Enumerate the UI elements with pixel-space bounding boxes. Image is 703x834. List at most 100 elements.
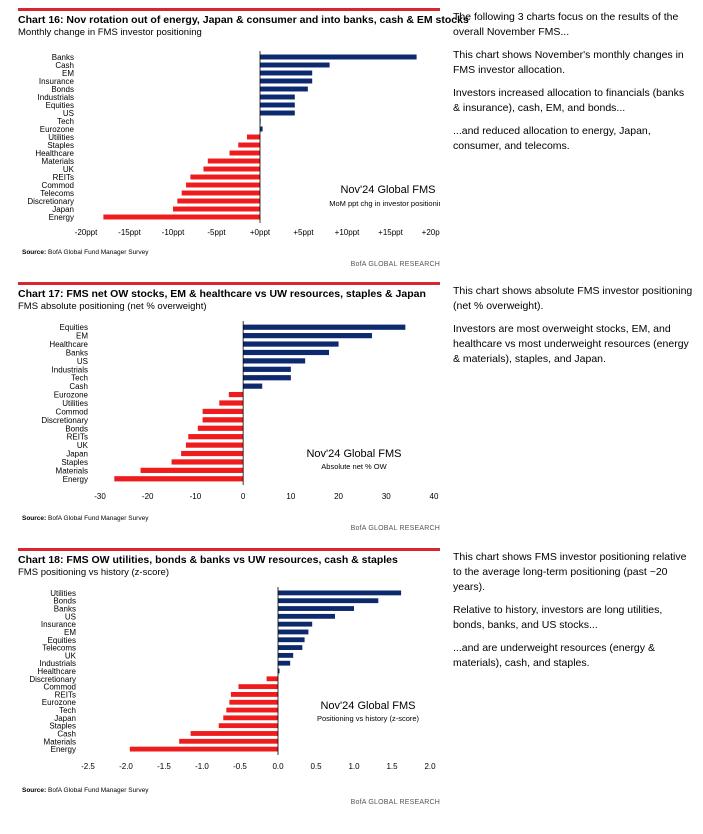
category-label: Bonds bbox=[65, 424, 88, 433]
x-tick-label: 40 bbox=[430, 492, 439, 501]
chart-annotation: Nov'24 Global FMS bbox=[320, 700, 415, 712]
category-label: Banks bbox=[66, 348, 88, 357]
bar-reits bbox=[188, 434, 244, 440]
category-label: Eurozone bbox=[42, 698, 77, 707]
x-tick-label: 2.0 bbox=[424, 762, 436, 771]
chart-subtitle: Monthly change in FMS investor positioni… bbox=[18, 27, 202, 38]
bar-japan bbox=[181, 450, 244, 457]
category-label: Utilities bbox=[50, 589, 76, 598]
category-label: Discretionary bbox=[27, 197, 74, 206]
bar-cash bbox=[260, 62, 330, 68]
category-label: Commod bbox=[56, 407, 88, 416]
x-tick-label: 1.0 bbox=[348, 762, 360, 771]
category-label: EM bbox=[62, 69, 74, 78]
x-tick-label: -0.5 bbox=[233, 762, 247, 771]
x-tick-label: 0.5 bbox=[310, 762, 322, 771]
bar-discretionary bbox=[202, 417, 244, 423]
category-label: Healthcare bbox=[35, 149, 74, 158]
category-label: Energy bbox=[63, 475, 88, 484]
x-tick-label: 10 bbox=[286, 492, 295, 501]
bar-eurozone bbox=[228, 391, 244, 398]
x-tick-label: +20ppt bbox=[422, 228, 440, 237]
bar-us bbox=[260, 110, 295, 116]
category-label: Energy bbox=[51, 745, 76, 754]
chart-annotation: Nov'24 Global FMS bbox=[340, 184, 435, 196]
category-label: Japan bbox=[52, 205, 74, 214]
category-label: Bonds bbox=[51, 85, 74, 94]
bar-energy bbox=[129, 746, 278, 752]
category-label: Healthcare bbox=[49, 340, 88, 349]
category-label: Equities bbox=[60, 323, 88, 332]
x-tick-label: 30 bbox=[382, 492, 391, 501]
bar-reits bbox=[190, 174, 260, 180]
bar-us bbox=[278, 613, 335, 619]
category-label: Telecoms bbox=[40, 189, 74, 198]
chart-17-notes: This chart shows absolute FMS investor p… bbox=[453, 284, 693, 375]
x-tick-label: +0ppt bbox=[250, 228, 271, 237]
chart-17-panel: Chart 17: FMS net OW stocks, EM & health… bbox=[18, 282, 440, 535]
category-label: Equities bbox=[46, 101, 74, 110]
bar-materials bbox=[179, 738, 278, 744]
x-tick-label: 1.5 bbox=[386, 762, 398, 771]
source-text: BofA Global Fund Manager Survey bbox=[48, 515, 149, 522]
bar-telecoms bbox=[181, 190, 260, 196]
bar-utilities bbox=[219, 400, 244, 406]
bar-utilities bbox=[278, 590, 402, 596]
bar-discretionary bbox=[266, 676, 278, 682]
category-label: Cash bbox=[55, 61, 74, 70]
chart-title: Chart 16: Nov rotation out of energy, Ja… bbox=[18, 14, 469, 26]
category-label: Tech bbox=[71, 374, 88, 383]
chart-17-plot: EquitiesEMHealthcareBanksUSIndustrialsTe… bbox=[41, 321, 439, 501]
category-label: Cash bbox=[69, 382, 88, 391]
category-label: US bbox=[65, 612, 76, 621]
bar-discretionary bbox=[177, 198, 260, 204]
x-tick-label: -30 bbox=[94, 492, 106, 501]
source-text: BofA Global Fund Manager Survey bbox=[48, 249, 149, 256]
category-label: Cash bbox=[57, 729, 76, 738]
source-label: Source: bbox=[22, 249, 47, 256]
bar-industrials bbox=[260, 94, 295, 100]
x-tick-label: -20ppt bbox=[75, 228, 98, 237]
category-label: Commod bbox=[42, 181, 74, 190]
note-paragraph: This chart shows FMS investor positionin… bbox=[453, 551, 687, 593]
bar-tech bbox=[243, 375, 291, 381]
category-label: Staples bbox=[61, 458, 88, 467]
bar-energy bbox=[103, 214, 261, 220]
x-tick-label: 0 bbox=[241, 492, 246, 501]
bar-bonds bbox=[278, 598, 379, 604]
category-label: Bonds bbox=[53, 597, 76, 606]
x-tick-label: -2.5 bbox=[81, 762, 95, 771]
note-paragraph: ...and are underweight resources (energy… bbox=[453, 642, 655, 669]
category-label: Equities bbox=[48, 636, 76, 645]
x-tick-label: +15ppt bbox=[378, 228, 403, 237]
chart-annotation-sub: Positioning vs history (z-score) bbox=[317, 714, 420, 723]
category-label: EM bbox=[76, 332, 88, 341]
bar-japan bbox=[173, 206, 260, 212]
category-label: Banks bbox=[52, 53, 74, 62]
category-label: EM bbox=[64, 628, 76, 637]
bar-eurozone bbox=[229, 699, 278, 705]
bar-equities bbox=[243, 324, 406, 330]
bar-em bbox=[260, 70, 313, 76]
category-label: UK bbox=[77, 441, 89, 450]
chart-18-plot: UtilitiesBondsBanksUSInsuranceEMEquities… bbox=[29, 587, 436, 771]
category-label: REITs bbox=[55, 690, 76, 699]
category-label: Telecoms bbox=[42, 644, 76, 653]
category-label: Utilities bbox=[62, 399, 88, 408]
bar-us bbox=[243, 358, 306, 364]
bar-em bbox=[278, 629, 309, 635]
bar-banks bbox=[278, 606, 354, 611]
bar-bonds bbox=[197, 425, 244, 431]
category-label: Utilities bbox=[48, 133, 74, 142]
bar-uk bbox=[278, 652, 294, 658]
category-label: Tech bbox=[59, 706, 76, 715]
chart-annotation-sub: Absolute net % OW bbox=[321, 462, 387, 471]
x-tick-label: -1.0 bbox=[195, 762, 209, 771]
bar-uk bbox=[185, 442, 244, 448]
category-label: Industrials bbox=[40, 659, 76, 668]
category-label: Discretionary bbox=[29, 675, 76, 684]
note-paragraph: Investors are most overweight stocks, EM… bbox=[453, 323, 689, 365]
note-paragraph: The following 3 charts focus on the resu… bbox=[453, 11, 679, 38]
bar-healthcare bbox=[278, 668, 280, 674]
category-label: Staples bbox=[49, 722, 76, 731]
